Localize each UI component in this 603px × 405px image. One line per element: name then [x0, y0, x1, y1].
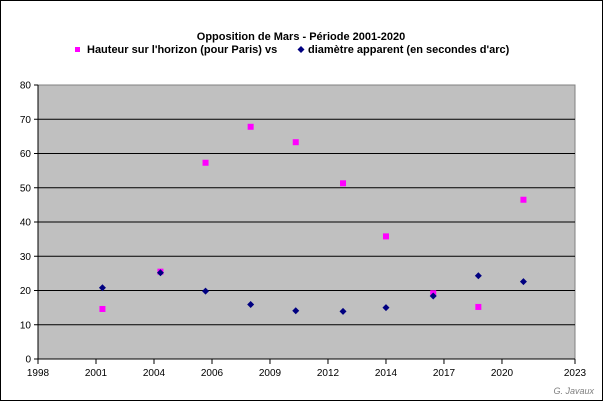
series-1-point-3 — [202, 159, 209, 166]
legend: Hauteur sur l'horizon (pour Paris) vs di… — [75, 44, 510, 56]
series-2-point-7 — [382, 304, 390, 312]
y-tick-label: 70 — [20, 115, 32, 126]
series-1-point-4 — [247, 123, 254, 130]
legend-marker-series-2 — [297, 46, 305, 53]
y-tick-label: 50 — [20, 183, 32, 194]
series-2-point-3 — [202, 287, 210, 295]
series-2-point-9 — [474, 272, 482, 280]
series-1-point-10 — [520, 196, 527, 203]
x-tick-label: 2012 — [317, 368, 340, 379]
series-2-point-4 — [247, 301, 255, 309]
series-1-point-9 — [475, 303, 482, 310]
data-points — [98, 123, 527, 315]
series-2-point-8 — [429, 292, 437, 300]
legend-label-series-2: diamètre apparent (en secondes d'arc) — [308, 44, 510, 56]
y-tick-label: 0 — [25, 355, 31, 366]
y-tick-label: 30 — [20, 252, 32, 263]
series-1-point-5 — [292, 139, 299, 146]
x-tick-label: 2020 — [491, 368, 514, 379]
legend-marker-series-1 — [75, 47, 80, 52]
x-tick-label: 2014 — [375, 368, 398, 379]
y-tick-label: 80 — [20, 81, 32, 92]
x-tick-label: 1998 — [27, 368, 50, 379]
series-1-point-1 — [99, 305, 106, 312]
x-tick-label: 2006 — [201, 368, 224, 379]
series-2-point-10 — [519, 278, 527, 286]
series-2-point-6 — [339, 307, 347, 315]
x-tick-label: 2004 — [143, 368, 166, 379]
y-tick-label: 60 — [20, 149, 32, 160]
x-tick-label: 2017 — [433, 368, 456, 379]
series-2-point-5 — [292, 307, 300, 315]
series-2-point-1 — [98, 284, 106, 292]
x-tick-label: 2001 — [85, 368, 108, 379]
chart-title: Opposition de Mars - Période 2001-2020 — [197, 31, 405, 43]
x-axis: 1998 2001 2004 2006 2009 2012 2014 2017 2020 2023 — [27, 358, 587, 379]
y-tick-label: 20 — [20, 286, 32, 297]
y-axis: 0 10 20 30 40 50 60 70 80 — [20, 81, 39, 366]
y-tick-label: 40 — [20, 218, 32, 229]
x-tick-label: 2023 — [564, 368, 587, 379]
author-credit: G. Javaux — [553, 386, 594, 396]
series-1-point-6 — [340, 180, 347, 187]
x-tick-label: 2009 — [259, 368, 282, 379]
legend-label-series-1: Hauteur sur l'horizon (pour Paris) vs — [87, 44, 277, 56]
series-1-point-7 — [382, 233, 389, 240]
gridlines — [38, 118, 575, 326]
y-tick-label: 10 — [20, 320, 32, 331]
series-2-point-2 — [156, 269, 164, 277]
